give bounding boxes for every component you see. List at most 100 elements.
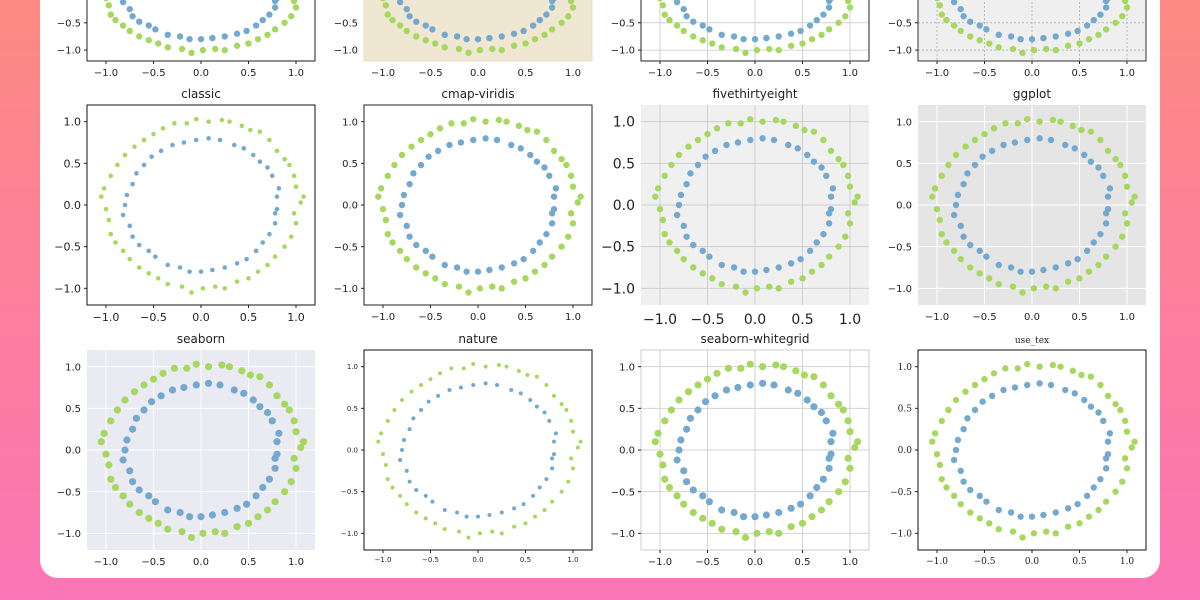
scatter-point-outer [661,11,668,18]
y-tick-label: −0.5 [334,18,358,29]
scatter-point-outer [652,193,659,200]
scatter-point-outer [113,240,118,245]
scatter-point-inner [206,136,211,141]
scatter-point-inner [718,261,725,269]
scatter-point-inner [1097,11,1104,18]
scatter-point-outer [413,264,420,271]
y-tick-label: −1.0 [890,530,912,540]
x-tick-label: −0.5 [418,68,442,79]
scatter-point-inner [441,31,448,38]
scatter-point-inner [711,147,719,155]
scatter-point-outer [234,279,240,284]
scatter-point-inner [825,0,833,5]
scatter-point-outer [225,363,234,371]
scatter-point-outer [531,268,539,275]
scatter-point-inner [271,4,279,11]
x-tick-label: −0.5 [141,68,165,79]
scatter-point-inner [827,193,835,200]
scatter-point-inner [952,201,960,209]
scatter-point-inner [149,154,154,159]
scatter-point-outer [510,278,518,285]
scatter-point-inner [126,467,134,475]
scatter-point-outer [759,363,767,371]
scatter-point-outer [432,40,439,47]
scatter-point-outer [938,11,945,18]
scatter-point-outer [287,478,295,486]
scatter-point-outer [981,130,988,138]
scatter-point-outer [503,118,510,125]
subplot-title: ggplot [1013,87,1052,101]
subplot-ggplot: −1.0 −0.5 0.0 0.5 1.0 1.0 0.5 0.0 −0.5 −1.0 ggplot [888,87,1146,323]
y-tick-label: −1.0 [334,46,358,57]
scatter-point-inner [775,508,783,517]
scatter-point-outer [685,143,692,150]
scatter-point-inner [1028,35,1036,43]
x-tick-label: −1.0 [925,68,949,79]
scatter-point-outer [490,529,495,534]
scatter-point-outer [952,151,960,159]
scatter-point-inner [971,406,979,414]
y-tick-label: −0.5 [611,487,635,498]
scatter-point-inner [406,13,413,20]
scatter-point-outer [569,4,577,11]
scatter-point-outer [548,26,556,33]
scatter-point-inner [396,0,404,6]
x-tick-label: −1.0 [94,557,118,568]
scatter-point-inner [1090,239,1097,246]
scatter-point-outer [281,400,289,408]
scatter-point-outer [841,478,849,486]
scatter-point-inner [1052,509,1059,516]
scatter-point-inner [1102,220,1110,227]
scatter-point-outer [825,26,833,33]
scatter-point-outer [1076,520,1083,527]
scatter-point-inner [683,425,691,433]
scatter-point-outer [127,256,133,262]
scatter-point-outer [97,438,105,446]
scatter-point-outer [957,255,964,263]
scatter-point-outer [558,155,565,163]
subplot-panel-3: −1.0 −0.5 0.0 0.5 1.0 −0.5 −1.0 [888,0,1147,79]
x-tick-label: 1.0 [288,557,304,568]
scatter-point-inner [1104,438,1112,445]
scatter-point-inner [550,466,555,471]
x-tick-label: −1.0 [93,311,120,324]
scatter-point-outer [1002,365,1009,372]
subplot-use_tex: −1.0 −0.5 0.0 0.5 1.0 1.0 0.5 0.0 −0.5 −1.0 use_te… [890,336,1147,567]
scatter-point-inner [1074,27,1081,35]
scatter-point-outer [713,369,721,377]
scatter-point-inner [740,35,747,43]
scatter-point-outer [457,529,461,534]
scatter-point-outer [851,199,858,206]
scatter-point-inner [132,414,140,422]
scatter-point-outer [120,248,126,254]
scatter-point-outer [470,115,477,123]
scatter-point-outer [718,280,725,288]
scatter-point-outer [844,210,852,217]
scatter-point-outer [929,438,936,445]
scatter-point-inner [403,5,410,13]
scatter-point-outer [376,439,381,444]
scatter-point-inner [436,393,441,398]
scatter-point-outer [432,275,439,282]
scatter-point-outer [684,388,693,396]
scatter-point-outer [851,443,859,452]
scatter-point-inner [482,135,489,142]
scatter-point-inner [1062,141,1069,149]
scatter-point-outer [818,261,825,269]
scatter-point-outer [971,136,979,144]
scatter-point-inner [528,398,533,402]
scatter-point-inner [157,392,165,400]
scatter-point-outer [244,519,253,527]
scatter-point-outer [482,118,489,125]
scatter-point-inner [401,438,406,442]
scatter-point-outer [298,200,304,205]
scatter-point-outer [680,255,687,263]
scatter-point-inner [252,22,260,29]
scatter-point-inner [267,231,272,237]
scatter-point-outer [766,283,773,290]
scatter-point-outer [389,239,396,246]
scatter-point-inner [1064,505,1072,512]
scatter-point-inner [979,153,986,160]
scatter-point-outer [257,129,263,134]
scatter-point-outer [666,16,673,24]
